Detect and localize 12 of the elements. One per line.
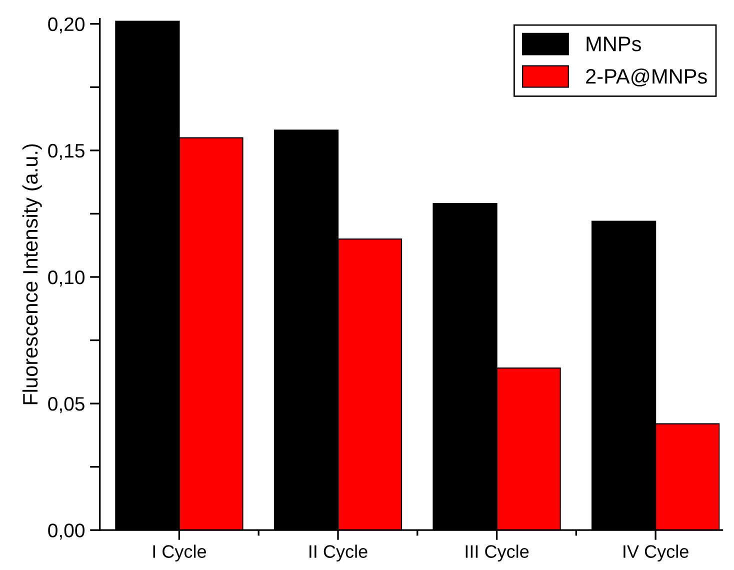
y-tick-label: 0,20 [48,17,84,34]
y-tick-label: 0,15 [48,144,84,160]
x-tick-label: IV Cycle [624,544,688,562]
y-tick-label: 0,00 [48,524,84,540]
x-tick-label: II Cycle [310,544,368,562]
y-axis-title: Fluorescence Intensity (a.u.) [22,144,42,404]
x-tick-label: III Cycle [466,544,529,562]
y-tick-label: 0,10 [48,270,84,287]
legend-label: MNPs [586,36,641,52]
y-tick-label: 0,05 [48,397,84,414]
x-tick-label: I Cycle [153,544,206,562]
legend-label: 2-PA@MNPs [586,68,707,86]
